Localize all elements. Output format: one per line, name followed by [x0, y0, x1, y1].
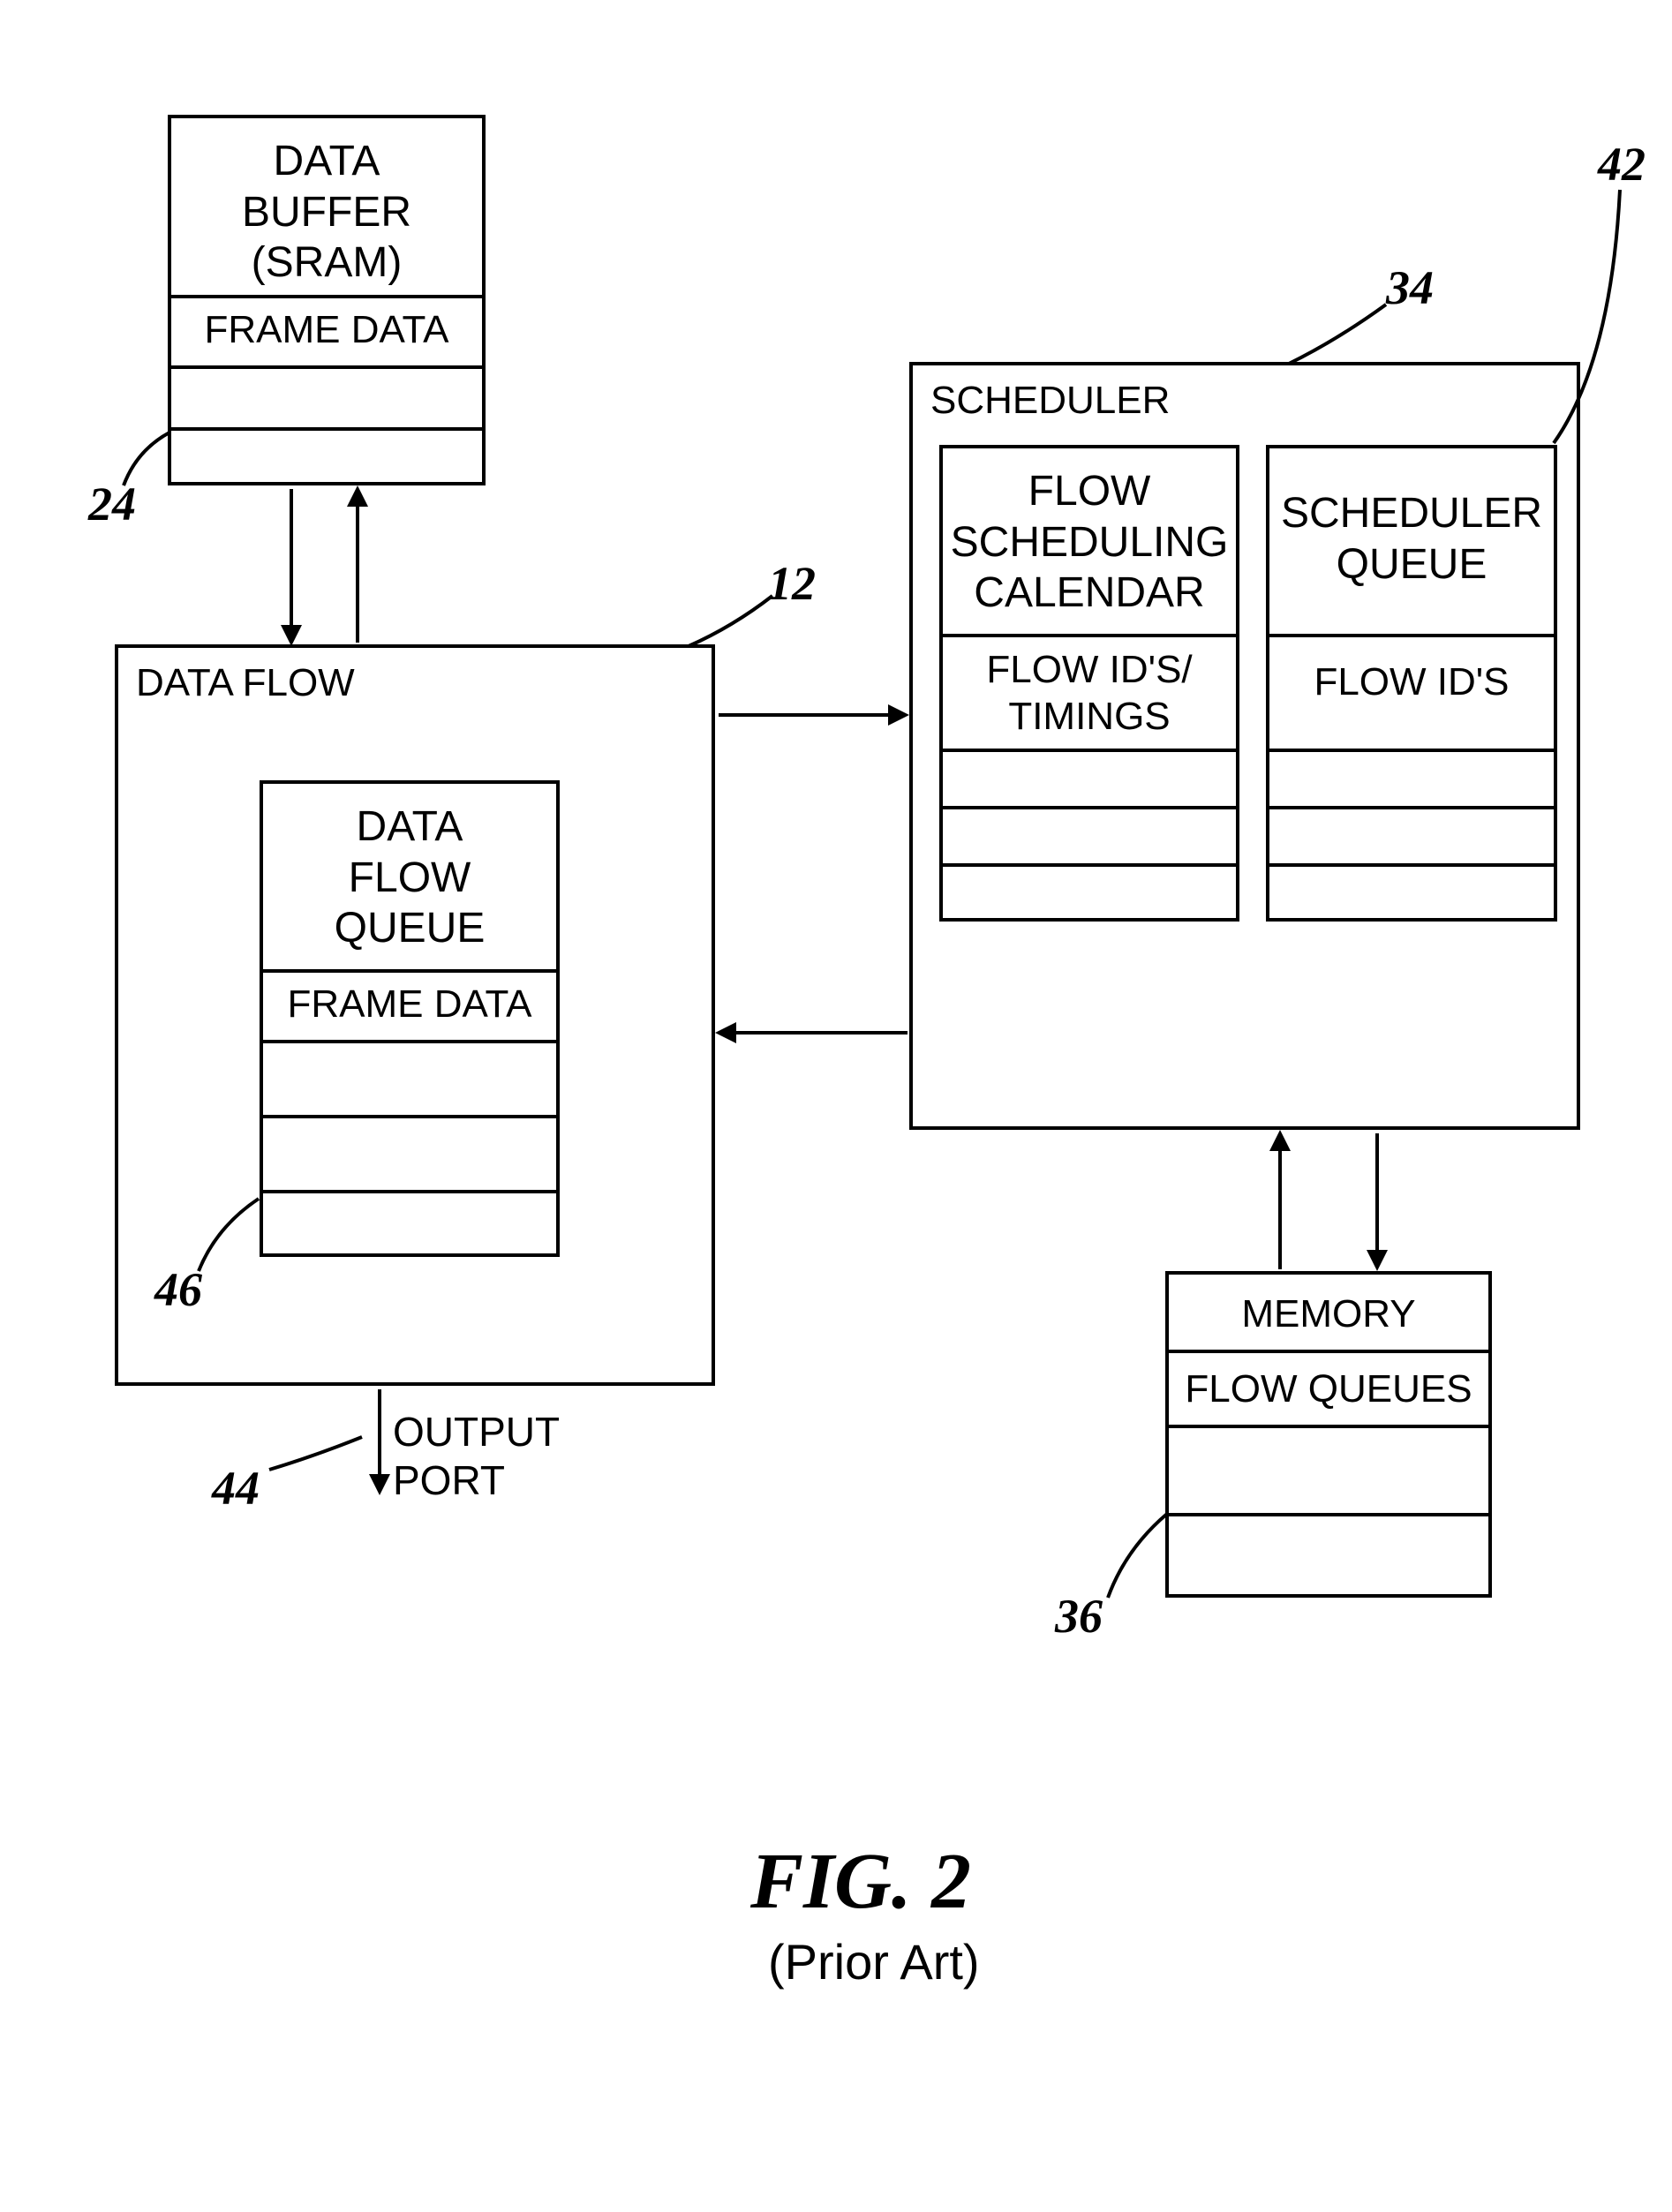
divider: [943, 749, 1236, 752]
arrow-flow-scheduler: [713, 688, 913, 1059]
calendar-title: FLOW SCHEDULING CALENDAR: [943, 466, 1236, 619]
leader-44: [260, 1430, 366, 1474]
memory-sub: FLOW QUEUES: [1169, 1367, 1488, 1411]
calendar-sub: FLOW ID'S/ TIMINGS: [943, 647, 1236, 741]
figure-title: FIG. 2: [750, 1836, 971, 1927]
leader-42: [1540, 185, 1646, 450]
arrow-buffer-flow: [265, 484, 388, 648]
data-buffer-sub: FRAME DATA: [171, 308, 482, 352]
divider: [1269, 634, 1554, 637]
data-buffer-title: DATA BUFFER (SRAM): [171, 136, 482, 289]
output-port-label: OUTPUT PORT: [393, 1408, 560, 1505]
divider: [1169, 1513, 1488, 1516]
figure-subtitle: (Prior Art): [768, 1933, 980, 1990]
ref-34: 34: [1386, 260, 1434, 315]
data-buffer-box: DATA BUFFER (SRAM) FRAME DATA: [168, 115, 486, 485]
divider: [1169, 1425, 1488, 1428]
diagram-container: DATA BUFFER (SRAM) FRAME DATA 24 DATA FL…: [88, 88, 1589, 2118]
divider: [171, 365, 482, 369]
scheduler-queue-box: SCHEDULER QUEUE FLOW ID'S: [1266, 445, 1557, 922]
divider: [263, 1040, 556, 1043]
divider: [263, 1190, 556, 1193]
divider: [171, 427, 482, 431]
divider: [171, 295, 482, 298]
scheduler-queue-sub: FLOW ID'S: [1269, 660, 1554, 704]
ref-24: 24: [88, 477, 136, 531]
ref-46: 46: [154, 1262, 202, 1317]
divider: [263, 969, 556, 973]
ref-44: 44: [212, 1461, 260, 1516]
data-flow-title: DATA FLOW: [136, 661, 355, 705]
divider: [1269, 863, 1554, 867]
ref-36: 36: [1055, 1589, 1103, 1644]
data-flow-queue-title: DATA FLOW QUEUE: [263, 801, 556, 954]
divider: [943, 634, 1236, 637]
arrow-scheduler-memory: [1254, 1128, 1404, 1275]
ref-42: 42: [1598, 137, 1646, 192]
divider: [1269, 749, 1554, 752]
divider: [263, 1115, 556, 1118]
divider: [1169, 1350, 1488, 1353]
scheduler-queue-title: SCHEDULER QUEUE: [1269, 488, 1554, 590]
data-flow-queue-sub: FRAME DATA: [263, 982, 556, 1027]
leader-34: [1280, 300, 1395, 371]
divider: [943, 806, 1236, 809]
divider: [943, 863, 1236, 867]
scheduler-box: SCHEDULER FLOW SCHEDULING CALENDAR FLOW …: [909, 362, 1580, 1130]
memory-box: MEMORY FLOW QUEUES: [1165, 1271, 1492, 1598]
scheduler-title: SCHEDULER: [930, 379, 1170, 423]
memory-title: MEMORY: [1169, 1292, 1488, 1336]
calendar-box: FLOW SCHEDULING CALENDAR FLOW ID'S/ TIMI…: [939, 445, 1239, 922]
ref-12: 12: [768, 556, 816, 611]
data-flow-queue-box: DATA FLOW QUEUE FRAME DATA: [260, 780, 560, 1257]
divider: [1269, 806, 1554, 809]
